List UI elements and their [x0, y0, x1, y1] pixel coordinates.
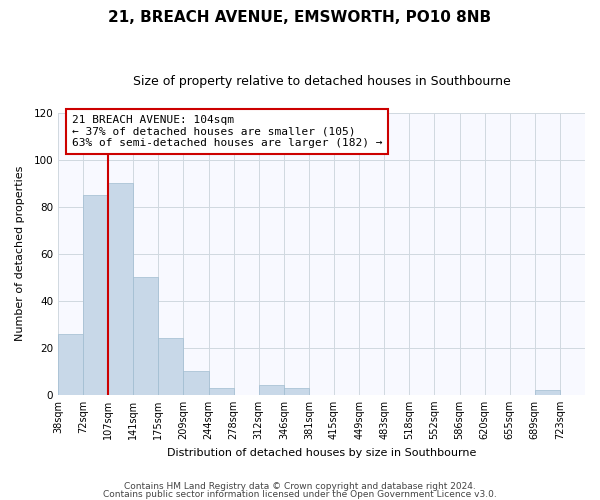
Text: Contains HM Land Registry data © Crown copyright and database right 2024.: Contains HM Land Registry data © Crown c…	[124, 482, 476, 491]
Bar	[158, 338, 184, 395]
Bar	[133, 278, 158, 395]
Bar	[284, 388, 309, 395]
Bar	[535, 390, 560, 395]
Text: 21, BREACH AVENUE, EMSWORTH, PO10 8NB: 21, BREACH AVENUE, EMSWORTH, PO10 8NB	[109, 10, 491, 25]
Text: 21 BREACH AVENUE: 104sqm
← 37% of detached houses are smaller (105)
63% of semi-: 21 BREACH AVENUE: 104sqm ← 37% of detach…	[72, 115, 382, 148]
Bar	[58, 334, 83, 395]
Title: Size of property relative to detached houses in Southbourne: Size of property relative to detached ho…	[133, 75, 511, 88]
Y-axis label: Number of detached properties: Number of detached properties	[15, 166, 25, 342]
Bar	[259, 386, 284, 395]
Bar	[108, 184, 133, 395]
Bar	[184, 372, 209, 395]
Bar	[83, 195, 108, 395]
X-axis label: Distribution of detached houses by size in Southbourne: Distribution of detached houses by size …	[167, 448, 476, 458]
Bar	[209, 388, 233, 395]
Text: Contains public sector information licensed under the Open Government Licence v3: Contains public sector information licen…	[103, 490, 497, 499]
